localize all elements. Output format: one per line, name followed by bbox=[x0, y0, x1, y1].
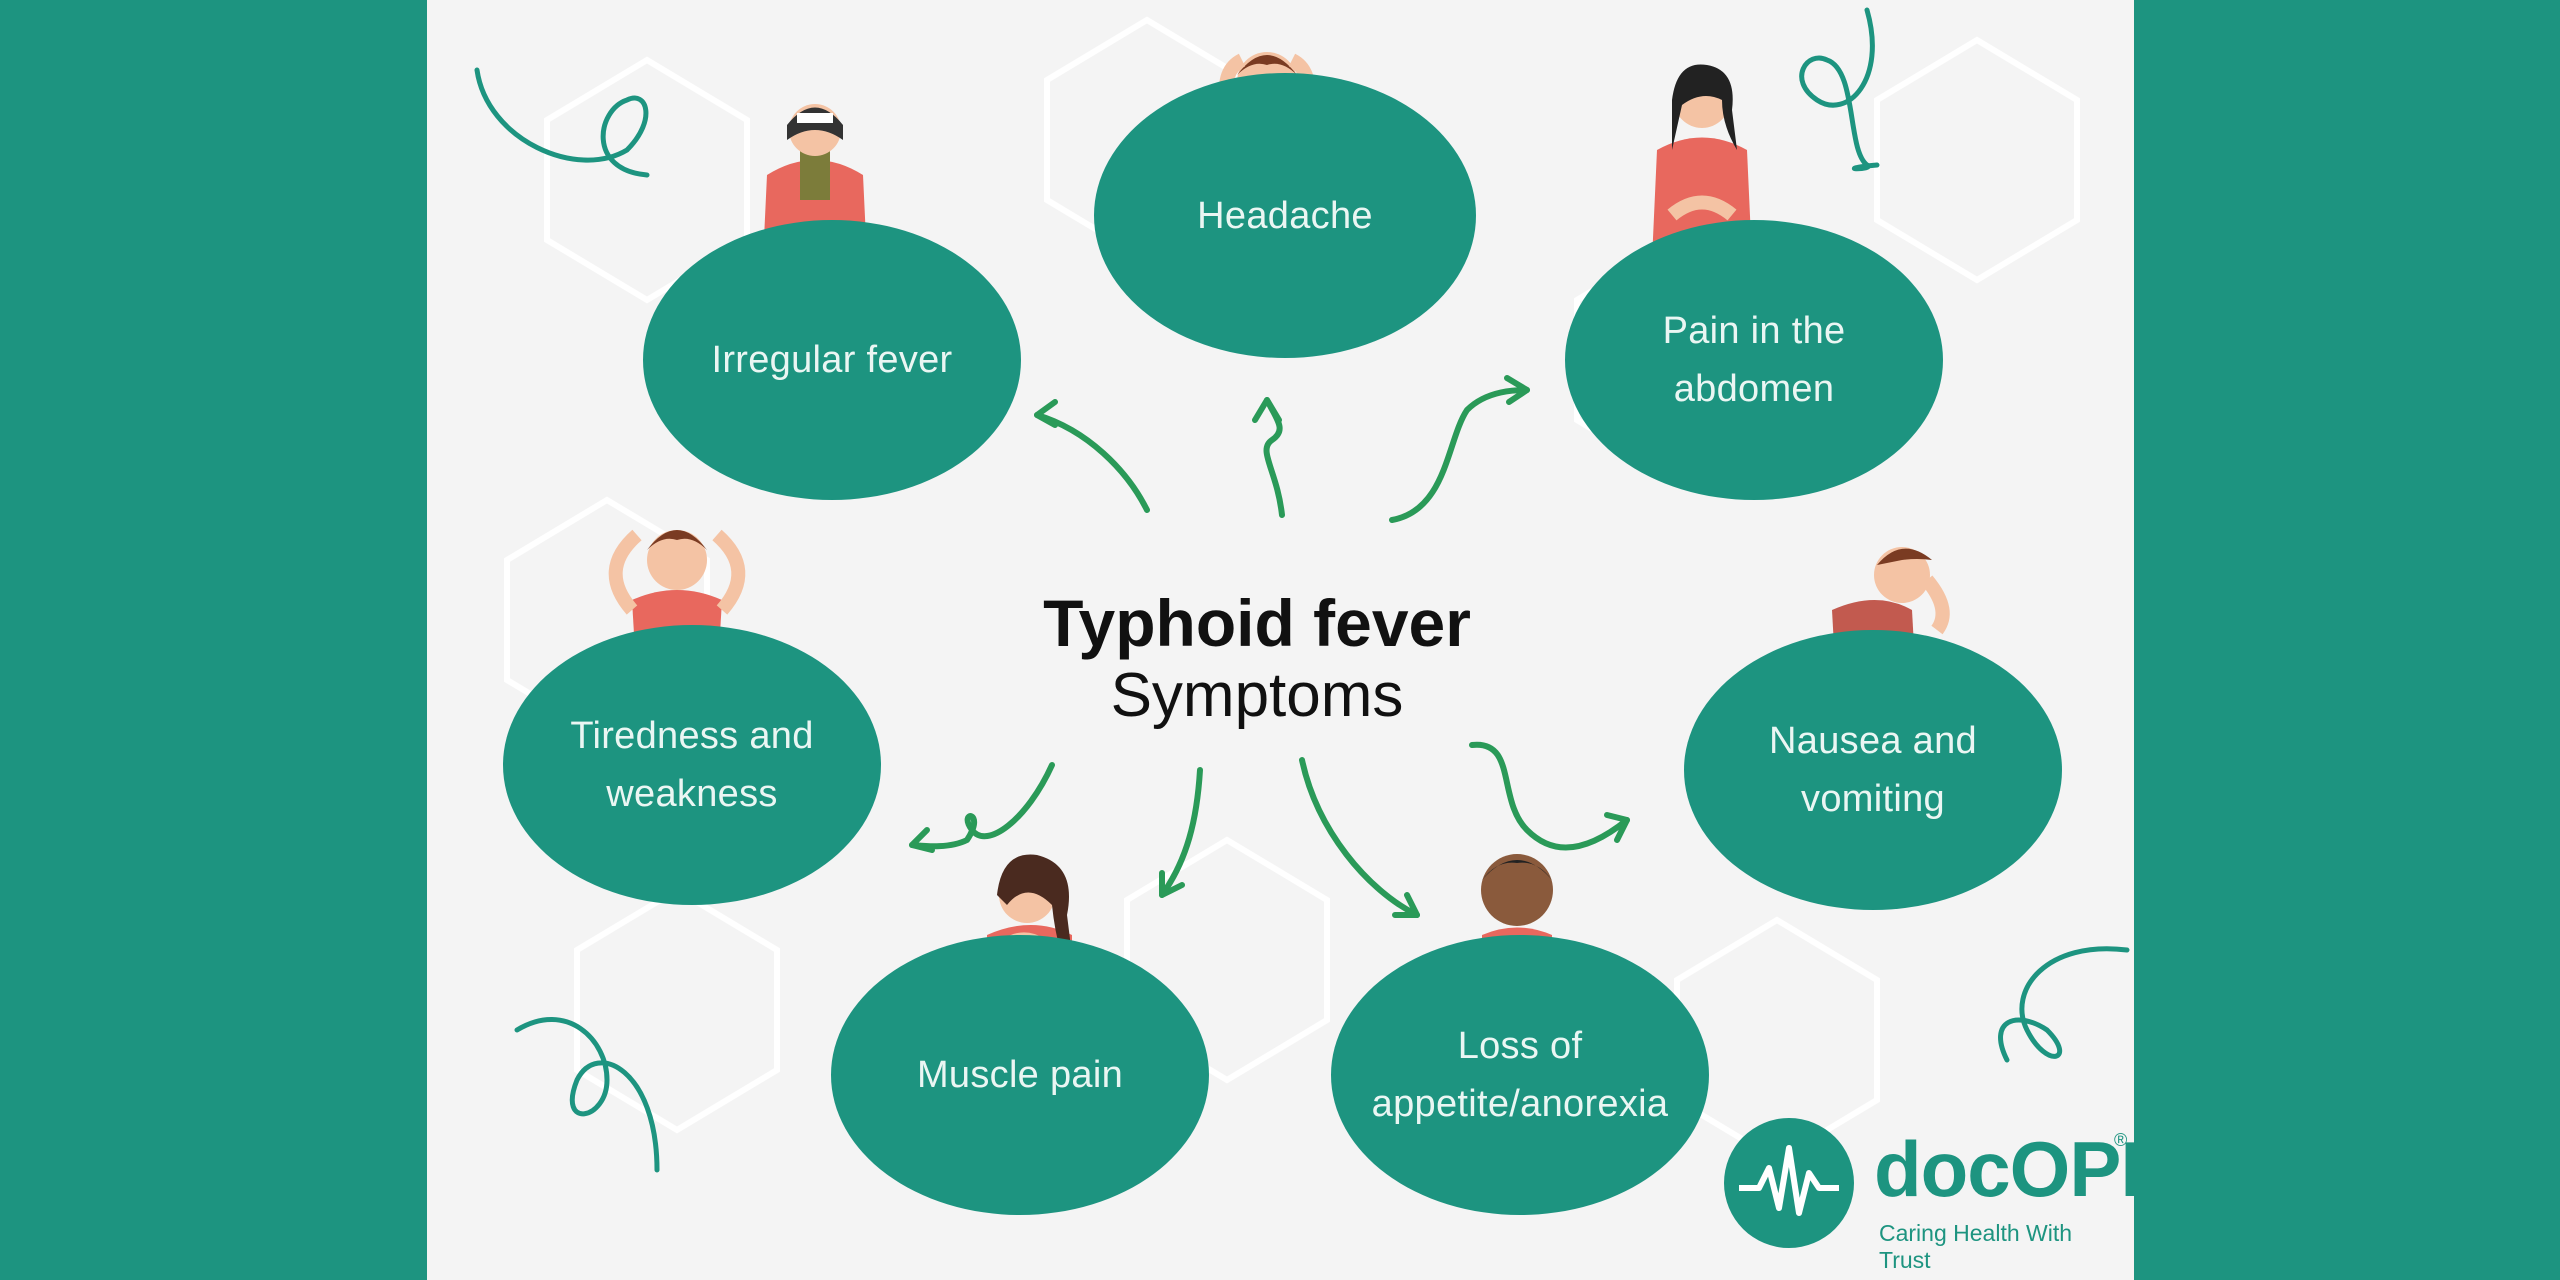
symptom-bubble-appetite: Loss of appetite/anorexia bbox=[1331, 935, 1709, 1215]
infographic-panel: Typhoid fever Symptoms bbox=[427, 0, 2134, 1280]
symptom-label-irregular-fever: Irregular fever bbox=[711, 339, 953, 381]
arrow-tiredness bbox=[909, 762, 1055, 850]
diagram-subtitle: Symptoms bbox=[1110, 661, 1404, 730]
symptom-bubble-nausea: Nausea and vomiting bbox=[1684, 630, 2062, 910]
symptom-bubble-abdomen: Pain in the abdomen bbox=[1565, 220, 1943, 500]
symptom-label-appetite: Loss of appetite/anorexia bbox=[1371, 1025, 1669, 1125]
symptom-label-nausea: Nausea and vomiting bbox=[1769, 720, 1977, 820]
diagram-title: Typhoid fever bbox=[1043, 586, 1471, 660]
symptom-bubble-tiredness: Tiredness and weakness bbox=[503, 625, 881, 905]
arrows bbox=[909, 375, 1630, 918]
symptom-label-headache: Headache bbox=[1197, 194, 1373, 237]
symptom-label-muscle-pain: Muscle pain bbox=[916, 1054, 1124, 1096]
logo-brand: docOPD bbox=[1874, 1125, 2134, 1213]
symptom-bubble-headache: Headache bbox=[1094, 73, 1476, 358]
logo-tagline: Caring Health With Trust bbox=[1879, 1220, 2073, 1273]
spacer-icon bbox=[1617, 20, 1618, 21]
heartbeat-logo-icon bbox=[1724, 1118, 1854, 1248]
decorative-swirls bbox=[474, 7, 2130, 1173]
arrow-nausea bbox=[1469, 741, 1630, 851]
symptom-label-tiredness: Tiredness and weakness bbox=[570, 715, 814, 815]
logo-registered: ® bbox=[2114, 1130, 2128, 1150]
arrow-appetite bbox=[1299, 757, 1420, 918]
arrow-fever bbox=[1034, 412, 1150, 513]
symptom-label-abdomen: Pain in the abdomen bbox=[1662, 310, 1846, 410]
arrow-muscle bbox=[1159, 767, 1203, 898]
symptom-bubble-muscle-pain: Muscle pain bbox=[831, 935, 1209, 1215]
docopd-logo: docOPD ® Caring Health With Trust bbox=[1724, 1118, 2134, 1273]
symptom-bubble-irregular-fever: Irregular fever bbox=[643, 220, 1021, 500]
arrow-abdomen bbox=[1389, 387, 1530, 523]
